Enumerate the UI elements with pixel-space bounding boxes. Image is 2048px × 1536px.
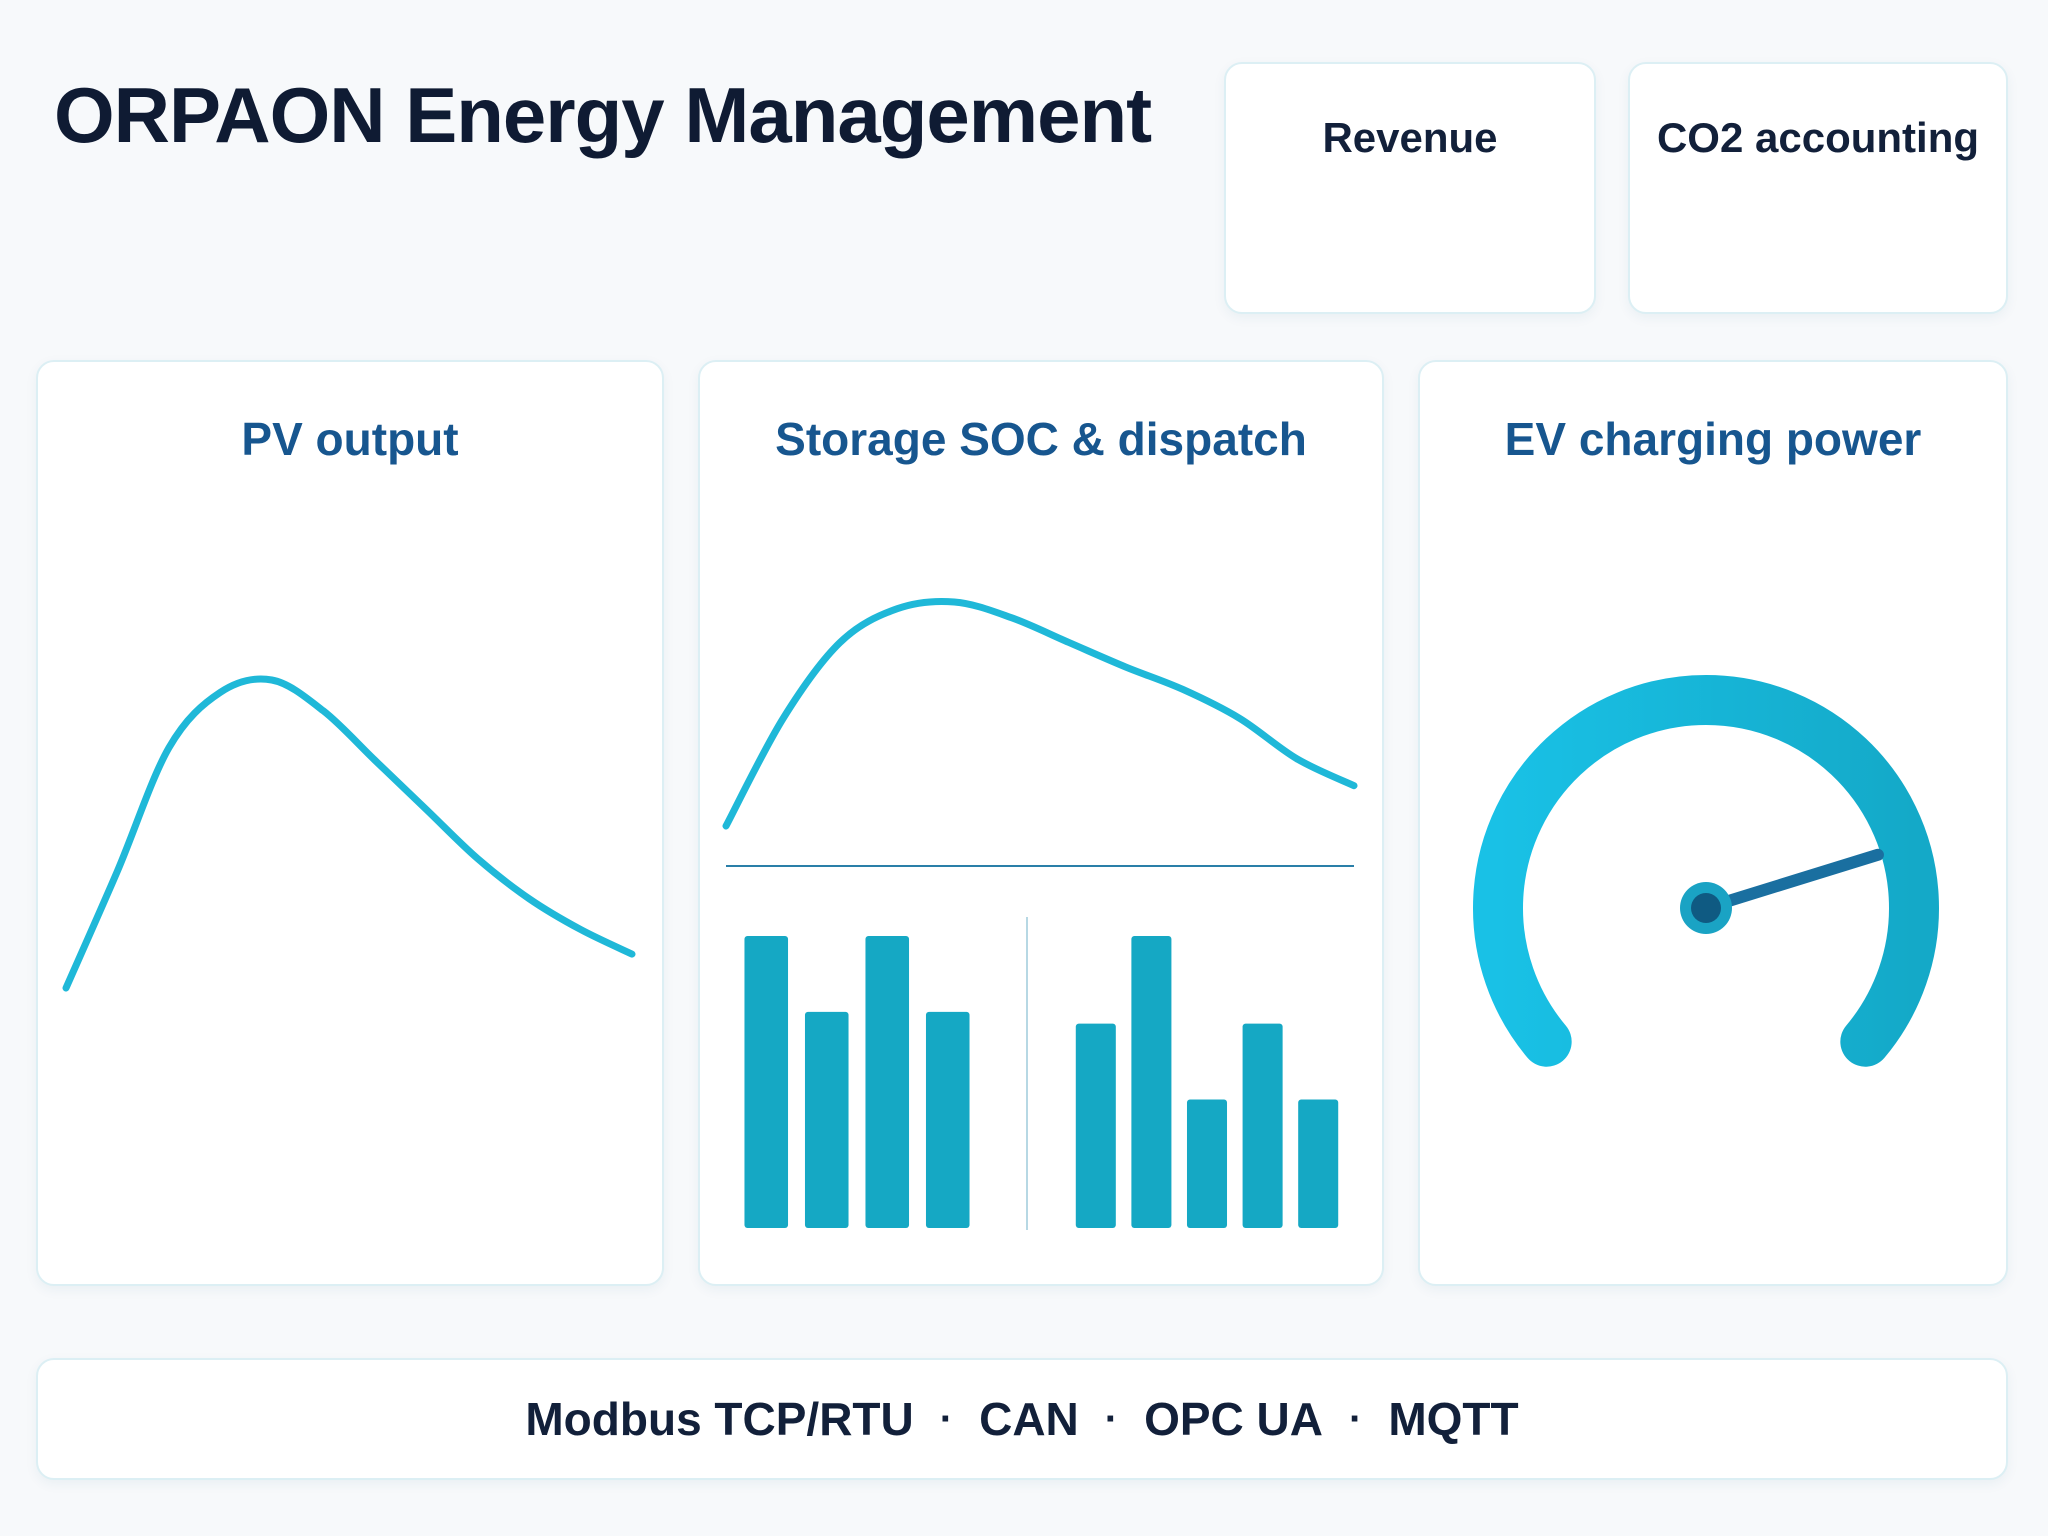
protocol-modbus: Modbus TCP/RTU: [525, 1393, 914, 1445]
storage-chart: [722, 597, 1358, 1230]
kpi-card-revenue[interactable]: Revenue: [1224, 62, 1596, 314]
dispatch-bar: [1242, 1023, 1283, 1228]
pv-output-chart: [62, 675, 636, 992]
dispatch-bar: [865, 936, 910, 1228]
kpi-card-co2[interactable]: CO2 accounting: [1628, 62, 2008, 314]
protocol-mqtt: MQTT: [1388, 1393, 1519, 1445]
dispatch-bar: [804, 1011, 849, 1228]
dispatch-bar: [925, 1011, 970, 1228]
gauge-needle: [1700, 848, 1884, 914]
dispatch-bar: [1131, 936, 1172, 1228]
dispatch-bar: [1075, 1023, 1116, 1228]
ev-charging-panel[interactable]: EV charging power: [1418, 360, 2008, 1286]
protocol-separator: ·: [1349, 1396, 1363, 1441]
ev-charging-gauge: [1473, 675, 1939, 1067]
storage-title: Storage SOC & dispatch: [775, 413, 1307, 465]
protocol-opc-ua: OPC UA: [1144, 1393, 1323, 1445]
ev-charging-title: EV charging power: [1504, 413, 1922, 465]
dispatch-bar: [744, 936, 789, 1228]
app-title: ORPAON Energy Management: [54, 71, 1152, 159]
dispatch-bar: [1186, 1099, 1228, 1228]
pv-output-title: PV output: [241, 413, 459, 465]
storage-soc-line: [722, 597, 1358, 830]
dispatch-bar: [1298, 1099, 1339, 1228]
gauge-hub-center: [1691, 893, 1721, 923]
kpi-card-co2-title: CO2 accounting: [1656, 114, 1980, 161]
protocol-separator: ·: [1104, 1396, 1119, 1441]
protocol-separator: ·: [939, 1396, 954, 1441]
pv-output-panel[interactable]: PV output: [36, 360, 664, 1286]
pv-output-line: [62, 675, 636, 992]
storage-panel[interactable]: Storage SOC & dispatch: [698, 360, 1384, 1286]
protocol-can: CAN: [979, 1393, 1079, 1445]
protocols-bar: Modbus TCP/RTU · CAN · OPC UA · MQTT: [36, 1358, 2008, 1480]
gauge-arc: [1473, 675, 1939, 1067]
dispatch-bars: [744, 936, 1339, 1228]
kpi-card-revenue-title: Revenue: [1322, 114, 1498, 161]
